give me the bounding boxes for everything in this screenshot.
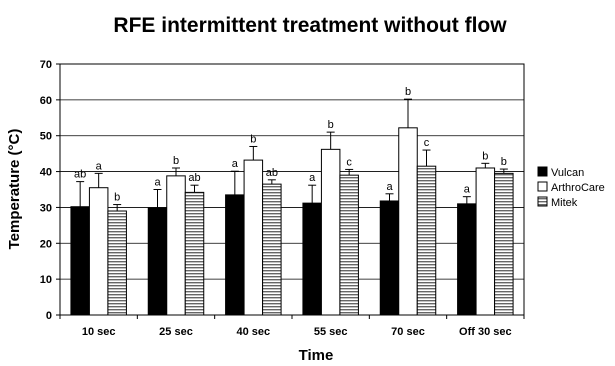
bar-vulcan-1 (147, 207, 168, 316)
bar-mitek-3 (339, 174, 359, 316)
significance-label: a (386, 181, 393, 193)
y-tick-label: 60 (40, 95, 52, 107)
bar-mitek-0 (107, 210, 127, 316)
y-tick-label: 70 (40, 59, 52, 71)
significance-label: b (114, 192, 120, 204)
significance-label: b (405, 86, 411, 98)
bar-vulcan-3 (302, 202, 322, 316)
bar-mitek-1 (184, 191, 205, 316)
y-axis-title: Temperature (°C) (6, 129, 23, 250)
x-axis-title: Time (299, 347, 334, 364)
significance-label: b (250, 133, 256, 145)
plot-background (59, 63, 525, 316)
significance-label: b (328, 119, 334, 131)
significance-label: c (424, 137, 430, 149)
x-tick-label: 40 sec (237, 326, 271, 338)
legend-label-arthrocare: ArthroCare (551, 182, 605, 194)
legend-swatch-mitek (537, 196, 548, 207)
significance-label: a (309, 172, 316, 184)
y-tick-label: 30 (40, 202, 52, 214)
bar-mitek-5 (494, 172, 514, 316)
x-tick-label: 55 sec (314, 326, 348, 338)
legend: Vulcan ArthroCare Mitek (537, 166, 605, 209)
bar-vulcan-0 (70, 206, 90, 316)
bar-arthrocare-2 (243, 159, 264, 316)
legend-label-vulcan: Vulcan (551, 167, 584, 179)
bar-arthrocare-3 (320, 148, 341, 316)
y-tick-label: 10 (40, 274, 52, 286)
chart-title: RFE intermittent treatment without flow (113, 14, 507, 37)
y-tick-label: 50 (40, 131, 52, 143)
significance-label: ab (74, 169, 86, 181)
x-tick-label: 25 sec (159, 326, 193, 338)
bar-vulcan-5 (457, 203, 477, 316)
significance-label: ab (188, 172, 200, 184)
significance-label: c (346, 156, 352, 168)
x-tick-label: 70 sec (391, 326, 425, 338)
legend-swatch-arthrocare (537, 181, 548, 192)
significance-label: b (173, 155, 179, 167)
legend-swatch-vulcan (537, 166, 548, 177)
y-tick-label: 20 (40, 238, 52, 250)
x-tick-label: Off 30 sec (459, 326, 512, 338)
y-tick-label: 40 (40, 167, 52, 179)
significance-label: b (501, 156, 507, 168)
legend-label-mitek: Mitek (551, 197, 578, 209)
significance-label: a (232, 158, 239, 170)
significance-label: a (464, 184, 471, 196)
bar-mitek-2 (262, 183, 282, 316)
x-tick-label: 10 sec (82, 326, 116, 338)
significance-label: a (96, 160, 103, 172)
bar-vulcan-4 (379, 200, 400, 316)
significance-label: b (482, 150, 488, 162)
significance-label: a (154, 177, 161, 189)
bar-arthrocare-4 (398, 127, 418, 316)
y-tick-label: 0 (46, 310, 52, 322)
bar-arthrocare-0 (88, 187, 109, 316)
bar-arthrocare-1 (166, 175, 186, 316)
bar-mitek-4 (416, 165, 437, 316)
significance-label: ab (266, 167, 278, 179)
bar-vulcan-2 (225, 194, 245, 316)
bar-arthrocare-5 (475, 167, 496, 316)
